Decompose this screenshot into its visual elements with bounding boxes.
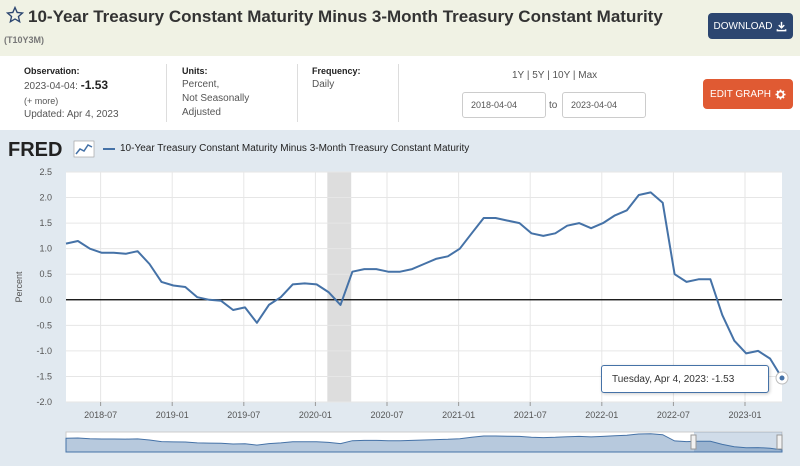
units-block: Units: Percent, Not Seasonally Adjusted <box>182 64 249 120</box>
frequency-block: Frequency: Daily <box>312 64 361 92</box>
divider <box>297 64 298 122</box>
y-tick-label: 0.5 <box>39 269 52 279</box>
chart-tooltip: Tuesday, Apr 4, 2023: -1.53 <box>601 365 769 393</box>
units-line-3: Adjusted <box>182 107 221 118</box>
x-tick-label: 2019-01 <box>156 410 189 420</box>
y-tick-label: 0.0 <box>39 295 52 305</box>
observation-value: -1.53 <box>80 78 109 92</box>
page-title: 10-Year Treasury Constant Maturity Minus… <box>28 7 663 26</box>
range-1y[interactable]: 1Y <box>512 70 525 81</box>
range-separator: | <box>572 70 576 81</box>
y-tick-label: 1.5 <box>39 218 52 228</box>
units-line-1: Percent, <box>182 79 220 90</box>
x-tick-label: 2022-07 <box>657 410 690 420</box>
range-10y[interactable]: 10Y <box>552 70 571 81</box>
observation-label: Observation: <box>24 66 80 76</box>
download-label: DOWNLOAD <box>713 20 773 32</box>
y-tick-label: -0.5 <box>36 320 52 330</box>
line-chart[interactable]: 2.5 2.0 1.5 1.0 0.5 0.0 -0.5 -1.0 -1.5 -2.0 2018-0… <box>0 130 800 466</box>
edit-graph-label: EDIT GRAPH <box>710 88 771 100</box>
navigator-handle-right <box>776 434 783 450</box>
edit-graph-button[interactable]: EDIT GRAPH <box>703 79 793 109</box>
download-button[interactable]: DOWNLOAD <box>708 13 793 39</box>
navigator-handle-left <box>690 434 697 450</box>
header-bar: 10-Year Treasury Constant Maturity Minus… <box>0 0 800 56</box>
legend-swatch <box>103 147 115 150</box>
fred-logo-text: FRED <box>8 139 62 160</box>
x-tick-label: 2021-01 <box>442 410 475 420</box>
legend-label: 10-Year Treasury Constant Maturity Minus… <box>120 143 470 154</box>
range-5y[interactable]: 5Y <box>532 70 545 81</box>
x-tick-label: 2022-01 <box>585 410 618 420</box>
tooltip-value: -1.53 <box>711 373 735 385</box>
y-tick-label: 1.0 <box>39 244 52 254</box>
series-line <box>65 191 783 379</box>
navigator-series <box>65 433 783 453</box>
x-tick-label: 2018-07 <box>84 410 117 420</box>
range-separator: | <box>547 70 550 81</box>
more-link[interactable]: (+ more) <box>24 96 59 106</box>
range-max[interactable]: Max <box>578 70 598 81</box>
tooltip-date: Tuesday, Apr 4, 2023: <box>612 373 709 385</box>
x-tick-label: 2023-01 <box>728 410 761 420</box>
series-id: (T10Y3M) <box>4 35 45 45</box>
divider <box>166 64 167 122</box>
y-tick-label: -1.0 <box>36 346 52 356</box>
star-icon[interactable] <box>6 6 24 24</box>
x-tick-label: 2021-07 <box>514 410 547 420</box>
y-tick-label: -2.0 <box>36 397 52 407</box>
units-label: Units: <box>182 66 208 76</box>
chart-legend[interactable]: 10-Year Treasury Constant Maturity Minus… <box>103 143 469 154</box>
range-separator: | <box>526 70 530 81</box>
navigator-selection <box>694 432 782 452</box>
download-icon <box>777 21 787 31</box>
y-tick-label: 2.0 <box>39 193 52 203</box>
observation-date: 2023-04-04: <box>24 81 78 92</box>
y-tick-label: -1.5 <box>36 371 52 381</box>
observation-block: Observation: 2023-04-04: -1.53 (+ more) … <box>24 64 119 122</box>
frequency-value: Daily <box>312 79 335 90</box>
x-tick-label: 2019-07 <box>227 410 260 420</box>
x-tick-label: 2020-07 <box>370 410 403 420</box>
x-tick-label: 2020-01 <box>299 410 332 420</box>
hover-point <box>779 375 785 381</box>
recession-shade <box>327 172 352 402</box>
divider <box>398 64 399 122</box>
frequency-label: Frequency: <box>312 66 361 76</box>
y-axis-label: Percent <box>14 271 24 303</box>
units-line-2: Not Seasonally <box>182 93 250 104</box>
series-meta: Observation: 2023-04-04: -1.53 (+ more) … <box>0 56 800 130</box>
to-label: to <box>549 100 558 111</box>
start-date-input[interactable]: 2018-04-04 <box>462 92 546 118</box>
chart-panel: FRED 10-Year Treasury Constant Maturity … <box>0 130 800 466</box>
gear-icon <box>775 88 786 100</box>
y-tick-label: 2.5 <box>39 167 52 177</box>
updated-date: Updated: Apr 4, 2023 <box>24 109 119 120</box>
end-date-input[interactable]: 2023-04-04 <box>562 92 646 118</box>
range-selector: 1Y | 5Y | 10Y | Max <box>512 70 597 81</box>
fred-logo[interactable]: FRED <box>8 138 100 160</box>
